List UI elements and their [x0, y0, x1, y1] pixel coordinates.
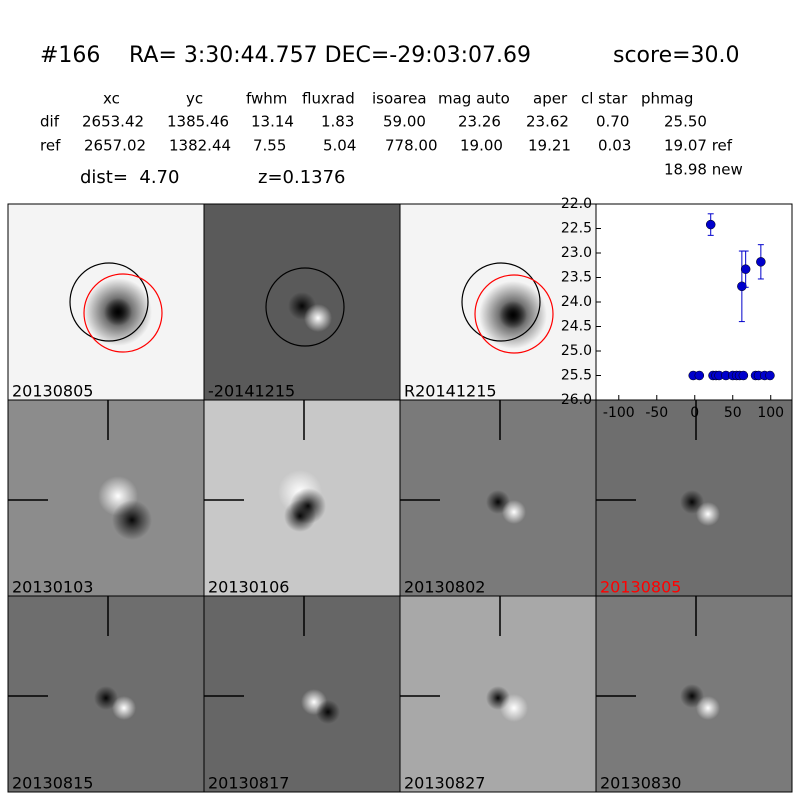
source-blob — [112, 696, 136, 720]
source-blob — [696, 696, 720, 720]
image-panel: 20130815 — [7, 595, 205, 793]
point — [737, 281, 747, 292]
x-tick-label: 100 — [757, 405, 784, 421]
image-panel: 20130805 — [595, 399, 793, 597]
point — [756, 257, 766, 267]
x-tick-label: 0 — [690, 405, 699, 421]
source-blob — [112, 500, 152, 540]
cell: 19.21 — [528, 137, 571, 155]
col-header: fluxrad — [302, 90, 355, 108]
cell: 7.55 — [253, 137, 286, 155]
x-tick-label: -100 — [603, 405, 635, 421]
cell: 25.50 — [664, 113, 707, 131]
cell: 23.26 — [458, 113, 501, 131]
score: score=30.0 — [613, 43, 740, 68]
cell: 19.00 — [460, 137, 503, 155]
x-tick-label: 50 — [724, 405, 742, 421]
image-panel: 20130827 — [399, 595, 597, 793]
panel-label: 20130805 — [600, 578, 681, 597]
x-tick-label: -50 — [645, 405, 668, 421]
source-blob — [284, 500, 316, 532]
y-tick-label: 23.0 — [561, 245, 592, 261]
plot-bg — [595, 203, 793, 401]
source-blob — [316, 700, 340, 724]
image-panel: 20130106 — [203, 399, 401, 597]
redshift: z=0.1376 — [258, 167, 346, 188]
aperture — [69, 262, 149, 342]
source-blob — [499, 301, 527, 329]
aperture — [83, 273, 163, 353]
y-tick-label: 24.5 — [561, 319, 592, 335]
point — [740, 264, 751, 274]
aperture — [461, 262, 541, 342]
row-label: dif — [40, 113, 60, 131]
cell: 778.00 — [385, 137, 438, 155]
col-header: aper — [533, 90, 568, 108]
row-label: ref — [40, 137, 61, 155]
col-header: xc — [103, 90, 120, 108]
cell: 19.07 ref — [664, 137, 733, 155]
cell: 0.03 — [598, 137, 631, 155]
point — [738, 370, 749, 381]
cell: 0.70 — [596, 113, 629, 131]
cell: 1385.46 — [167, 113, 229, 131]
cand-id: #166 — [40, 43, 100, 68]
source-blob — [94, 686, 118, 710]
cell: 1382.44 — [169, 137, 231, 155]
y-tick-label: 23.5 — [561, 270, 592, 286]
panel-label: 20130802 — [404, 578, 485, 597]
source-blob — [696, 502, 720, 526]
col-header: yc — [186, 90, 203, 108]
y-tick-label: 26.0 — [561, 392, 592, 408]
col-header: isoarea — [372, 90, 427, 108]
coords: RA= 3:30:44.757 DEC=-29:03:07.69 — [129, 43, 531, 68]
image-panel: -20141215 — [203, 203, 401, 401]
col-header: phmag — [641, 90, 693, 108]
y-tick-label: 25.0 — [561, 343, 592, 359]
cell: 23.62 — [526, 113, 569, 131]
dist: dist= 4.70 — [80, 167, 179, 188]
panel-label: 20130103 — [12, 578, 93, 597]
source-blob — [502, 500, 526, 524]
image-panel: 20130830 — [595, 595, 793, 793]
phmag-new: 18.98 new — [664, 161, 743, 179]
source-blob — [304, 304, 332, 332]
panel-label: 20130106 — [208, 578, 289, 597]
panel-label: 20130827 — [404, 774, 485, 793]
panel-bg — [204, 596, 400, 792]
col-header: fwhm — [246, 90, 287, 108]
point — [705, 219, 716, 230]
image-panel: R20141215 — [399, 203, 597, 401]
cell: 59.00 — [383, 113, 426, 131]
panel-label: 20130830 — [600, 774, 681, 793]
image-panel: 20130817 — [203, 595, 401, 793]
aperture — [265, 267, 345, 347]
point — [694, 370, 705, 381]
image-panel: 20130805 — [7, 203, 205, 401]
source-blob — [104, 298, 132, 326]
source-blob — [500, 694, 528, 722]
cell: 2653.42 — [82, 113, 144, 131]
panel-label: 20130805 — [12, 382, 93, 401]
panel-label: 20130815 — [12, 774, 93, 793]
col-header: cl star — [581, 90, 628, 108]
panel-label: 20130817 — [208, 774, 289, 793]
cell: 2657.02 — [84, 137, 146, 155]
panel-label: R20141215 — [404, 382, 497, 401]
col-header: mag auto — [438, 90, 510, 108]
image-panel: 20130802 — [399, 399, 597, 597]
cell: 1.83 — [321, 113, 354, 131]
point — [765, 370, 775, 381]
panel-frame — [595, 595, 793, 793]
y-tick-label: 25.5 — [561, 368, 592, 384]
y-tick-label: 22.5 — [561, 221, 592, 237]
cell: 13.14 — [251, 113, 294, 131]
y-tick-label: 22.0 — [561, 196, 592, 212]
image-panel: 20130103 — [7, 399, 205, 597]
panel-label: -20141215 — [208, 382, 295, 401]
y-tick-label: 24.0 — [561, 294, 592, 310]
aperture — [474, 274, 554, 354]
cell: 5.04 — [323, 137, 356, 155]
